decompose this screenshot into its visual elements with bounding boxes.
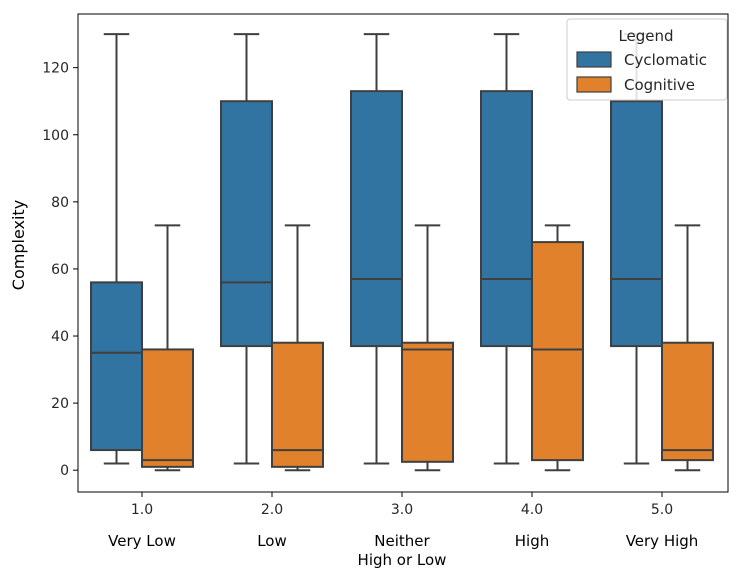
iqr-box xyxy=(271,341,324,468)
x-tick-label-3.0: 3.0 xyxy=(391,502,413,518)
category-description-4: High xyxy=(515,532,549,550)
category-description-3: Neither High or Low xyxy=(358,532,447,569)
x-axis: 1.0 2.0 3.0 4.0 5.0 xyxy=(131,492,673,518)
box-cognitive-3.0 xyxy=(401,224,454,472)
box-cognitive-1.0 xyxy=(141,224,194,472)
box-cyclomatic-1.0 xyxy=(90,33,143,465)
iqr-box xyxy=(610,100,663,348)
y-axis: 0 20 40 60 80 100 120 xyxy=(42,61,78,479)
x-tick-label-1.0: 1.0 xyxy=(131,502,153,518)
y-tick-label-0: 0 xyxy=(60,463,69,479)
category-description-line: Very Low xyxy=(108,532,176,550)
y-tick-label-60: 60 xyxy=(51,262,69,278)
y-tick-label-120: 120 xyxy=(42,61,69,77)
box-cyclomatic-5.0 xyxy=(610,33,663,465)
legend-label-cyclomatic: Cyclomatic xyxy=(624,51,707,69)
category-description-line: Low xyxy=(257,532,287,550)
iqr-box xyxy=(531,241,584,462)
boxes-group xyxy=(90,33,714,472)
legend-swatch-cyclomatic xyxy=(576,51,612,68)
x-tick-label-2.0: 2.0 xyxy=(261,502,283,518)
y-tick-label-40: 40 xyxy=(51,329,69,345)
x-tick-label-5.0: 5.0 xyxy=(651,502,673,518)
category-description-5: Very High xyxy=(626,532,699,550)
category-description-1: Very Low xyxy=(108,532,176,550)
category-description-line: Very High xyxy=(626,532,699,550)
category-description-line: High xyxy=(515,532,549,550)
category-description-line: Neither xyxy=(374,532,430,550)
y-tick-label-100: 100 xyxy=(42,128,69,144)
legend-title: Legend xyxy=(618,27,673,45)
box-cognitive-5.0 xyxy=(661,224,714,472)
iqr-box xyxy=(661,341,714,462)
category-descriptions: Very Low Low Neither High or Low High Very Hi… xyxy=(108,532,698,569)
iqr-box xyxy=(480,90,533,348)
legend-swatch-cognitive xyxy=(576,76,612,93)
box-cyclomatic-2.0 xyxy=(220,33,273,465)
y-tick-label-80: 80 xyxy=(51,195,69,211)
iqr-box xyxy=(401,341,454,463)
box-cognitive-2.0 xyxy=(271,224,324,472)
iqr-box xyxy=(350,90,403,348)
legend: Legend Cyclomatic Cognitive xyxy=(566,18,728,101)
y-tick-label-20: 20 xyxy=(51,396,69,412)
iqr-box xyxy=(141,348,194,468)
box-cyclomatic-3.0 xyxy=(350,33,403,465)
legend-items: Cyclomatic Cognitive xyxy=(576,51,707,94)
category-description-2: Low xyxy=(257,532,287,550)
y-axis-label: Complexity xyxy=(9,200,28,290)
iqr-box xyxy=(220,100,273,348)
box-cyclomatic-4.0 xyxy=(480,33,533,465)
box-cognitive-4.0 xyxy=(531,224,584,472)
category-description-line: High or Low xyxy=(358,551,447,569)
x-tick-label-4.0: 4.0 xyxy=(521,502,543,518)
iqr-box xyxy=(90,281,143,452)
legend-label-cognitive: Cognitive xyxy=(624,76,695,94)
